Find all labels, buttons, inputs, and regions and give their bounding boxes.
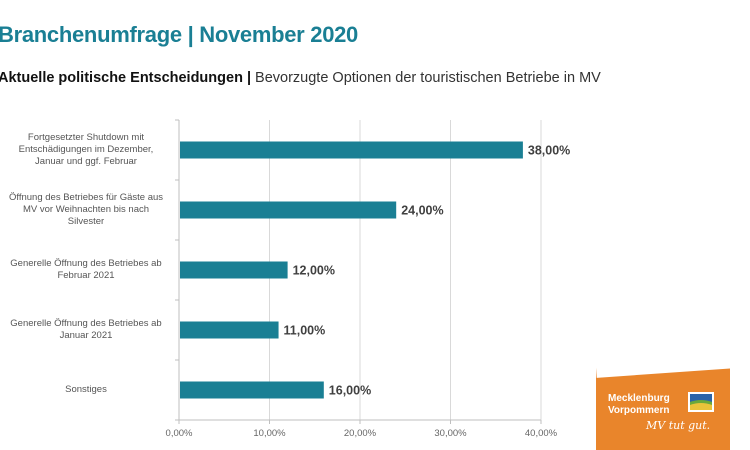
x-tick-label: 40,00% — [525, 428, 558, 439]
x-tick-label: 20,00% — [344, 428, 377, 439]
bar-value-label: 24,00% — [401, 204, 443, 218]
logo-line2: Vorpommern — [608, 405, 670, 416]
x-tick-label: 30,00% — [434, 428, 467, 439]
x-tick-label: 0,00% — [166, 428, 193, 439]
category-label-line: MV vor Weihnachten bis nach — [22, 204, 150, 215]
chart-subtitle: Aktuelle politische Entscheidungen | Bev… — [0, 70, 601, 86]
category-label-line: Fortgesetzter Shutdown mit — [27, 132, 145, 143]
subtitle-rest: Bevorzugte Optionen der touristischen Be… — [251, 70, 601, 86]
logo-line1: Mecklenburg — [608, 393, 670, 404]
bar — [180, 261, 288, 279]
category-label-line: Februar 2021 — [57, 270, 115, 281]
bar — [180, 381, 324, 399]
category-label-line: Generelle Öffnung des Betriebes ab — [10, 258, 162, 269]
subtitle-bold: Aktuelle politische Entscheidungen | — [0, 70, 252, 86]
category-label-line: Januar 2021 — [59, 330, 113, 341]
category-label-line: Januar und ggf. Februar — [35, 156, 137, 167]
x-tick-label: 10,00% — [253, 428, 286, 439]
bar — [180, 201, 397, 219]
bar — [180, 141, 523, 159]
category-label-line: Entschädigungen im Dezember, — [18, 144, 154, 155]
category-label-line: Sonstiges — [65, 384, 107, 395]
category-label-line: Generelle Öffnung des Betriebes ab — [10, 318, 162, 329]
logo-top-edge — [596, 365, 730, 378]
bar — [180, 321, 279, 339]
bar-value-label: 38,00% — [528, 144, 570, 158]
bar-value-label: 12,00% — [293, 264, 335, 278]
category-label-line: Öffnung des Betriebes für Gäste aus — [8, 192, 164, 203]
logo-slogan: MV tut gut. — [646, 419, 711, 432]
category-label-line: Silvester — [67, 216, 105, 227]
category-label: Sonstiges — [2, 384, 170, 396]
category-label: Generelle Öffnung des Betriebes ab Februa… — [2, 258, 170, 282]
category-label: Fortgesetzter Shutdown mit Entschädigunge… — [2, 132, 170, 168]
category-label: Generelle Öffnung des Betriebes ab Januar… — [2, 318, 170, 342]
page-title: Branchenumfrage | November 2020 — [0, 22, 358, 47]
bar-value-label: 16,00% — [329, 384, 371, 398]
category-label: Öffnung des Betriebes für Gäste aus MV vo… — [2, 192, 170, 228]
bar-value-label: 11,00% — [284, 324, 326, 338]
mv-logo: Mecklenburg Vorpommern MV tut gut. — [596, 365, 730, 450]
logo-emblem-icon — [688, 392, 714, 412]
